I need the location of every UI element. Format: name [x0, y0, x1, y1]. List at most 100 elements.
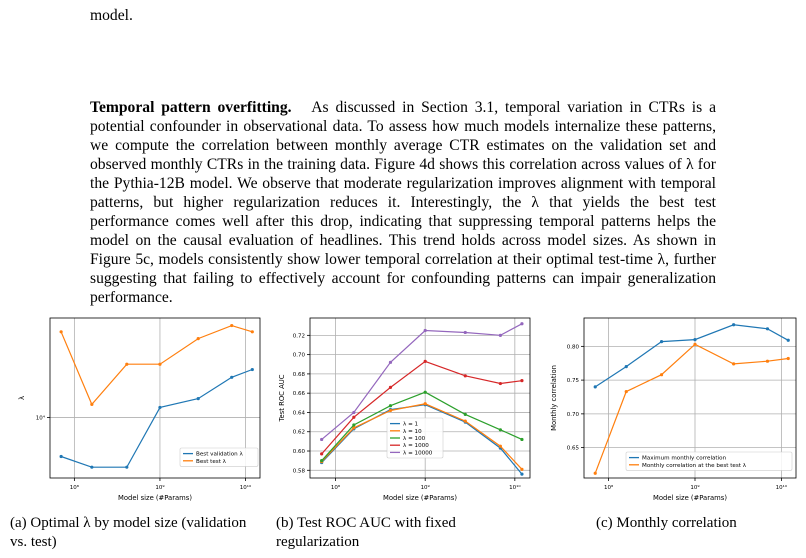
x-tick-label: 10¹⁰: [776, 484, 788, 491]
data-point: [593, 471, 597, 475]
plot-frame: [49, 317, 261, 479]
data-point: [423, 328, 427, 333]
data-point: [59, 330, 63, 334]
data-point: [520, 467, 524, 471]
y-tick-label: 0.80: [567, 344, 580, 350]
paragraph-heading: Temporal pattern overfitting.: [90, 99, 292, 116]
data-point: [158, 405, 162, 410]
x-tick-label: 10⁹: [155, 484, 164, 491]
data-point: [463, 419, 467, 423]
data-point: [352, 410, 356, 415]
x-axis-label: Model size (#Params): [118, 494, 192, 502]
data-point: [498, 381, 502, 386]
intro-text: model.: [90, 7, 133, 24]
data-point: [732, 323, 736, 327]
data-point: [388, 404, 393, 408]
data-point: [352, 423, 356, 427]
data-point: [423, 402, 427, 406]
legend-label: Monthly correlation at the best test λ: [642, 463, 747, 469]
data-point: [125, 465, 129, 469]
data-point: [786, 338, 790, 342]
data-point: [693, 342, 697, 346]
data-point: [423, 390, 427, 394]
data-point: [423, 359, 427, 363]
x-axis-label: Model size (#Params): [653, 494, 727, 502]
y-tick-label: 0.70: [293, 353, 306, 359]
data-point: [230, 375, 234, 379]
plot-frame: [583, 317, 797, 479]
figure-c-chart: 10⁸ 10⁹ 10¹⁰ 0.65 0.70 0.75 0.80 Model size (#P…: [550, 317, 797, 502]
data-point: [158, 362, 162, 366]
figure-a-chart: 10⁸ 10⁹ 10¹⁰ 10⁴ Model size (#Params) λ Best v…: [18, 317, 261, 502]
data-point: [320, 437, 324, 442]
data-point: [59, 454, 63, 459]
x-tick-label: 10⁸: [70, 484, 80, 491]
legend-label: Best test λ: [196, 459, 227, 465]
data-point: [498, 444, 502, 448]
data-point: [765, 327, 770, 331]
legend-box: [625, 451, 793, 471]
gridlines: [310, 318, 530, 478]
data-point: [196, 397, 200, 401]
data-point: [520, 322, 524, 326]
y-tick-label: 0.72: [293, 333, 305, 339]
y-tick-label: 0.68: [293, 372, 306, 378]
data-point: [520, 437, 524, 442]
section-paragraph: Temporal pattern overfitting. As discuss…: [90, 98, 716, 307]
x-axis-label: Model size (#Params): [383, 494, 457, 502]
data-point: [90, 402, 94, 406]
x-tick-label: 10⁹: [421, 484, 430, 491]
caption-a: (a) Optimal λ by model size (validation …: [10, 515, 247, 550]
legend-box: [386, 417, 444, 459]
series-line: [594, 324, 789, 388]
legend-label: λ = 100: [403, 436, 426, 442]
x-tick-label: 10⁹: [690, 484, 699, 491]
y-tick-label: 0.60: [293, 449, 306, 455]
x-tick-label: 10¹⁰: [240, 484, 252, 491]
legend-label: λ = 1000: [403, 443, 429, 449]
y-axis-label: Monthly correlation: [550, 365, 558, 431]
data-point: [659, 340, 664, 344]
data-point: [250, 367, 254, 372]
x-tick-label: 10⁸: [331, 484, 341, 491]
data-point: [498, 428, 502, 432]
y-tick-label: 0.66: [293, 391, 306, 397]
data-point: [693, 338, 697, 342]
data-point: [520, 472, 524, 476]
data-point: [520, 379, 524, 383]
data-point: [388, 385, 393, 389]
legend-label: Maximum monthly correlation: [642, 456, 727, 462]
data-point: [352, 415, 356, 419]
data-point: [388, 408, 393, 413]
data-point: [463, 330, 467, 335]
paragraph-body: As discussed in Section 3.1, temporal va…: [90, 99, 716, 306]
data-point: [593, 385, 597, 389]
data-point: [659, 373, 664, 377]
data-point: [320, 459, 324, 463]
y-tick-label: 0.75: [567, 378, 580, 384]
legend-box: [179, 447, 259, 467]
intro-paragraph: model.: [90, 6, 716, 25]
x-tick-label: 10⁸: [604, 484, 614, 491]
y-tick-label: 10⁴: [36, 414, 46, 421]
y-axis-label: λ: [18, 396, 26, 400]
y-tick-label: 0.64: [293, 410, 306, 416]
y-tick-label: 0.70: [567, 412, 580, 418]
data-point: [125, 362, 129, 366]
data-point: [732, 362, 736, 366]
legend-label: λ = 10000: [403, 450, 433, 456]
data-point: [463, 412, 467, 416]
legend-label: λ = 1: [403, 422, 419, 428]
caption-c: (c) Monthly correlation: [596, 515, 737, 531]
data-point: [250, 330, 254, 334]
data-point: [352, 426, 356, 430]
y-tick-label: 0.58: [293, 468, 306, 474]
legend-label: λ = 10: [403, 429, 422, 435]
legend-label: Best validation λ: [196, 452, 243, 458]
data-point: [230, 323, 234, 328]
data-point: [196, 337, 200, 341]
data-point: [320, 452, 324, 456]
